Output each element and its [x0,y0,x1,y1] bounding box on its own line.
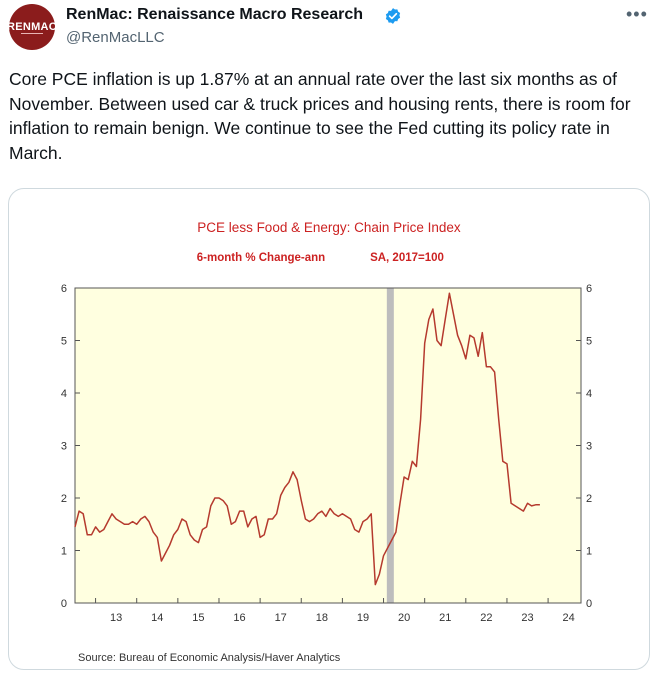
y-tick-label-right: 0 [586,598,592,610]
x-tick-label: 13 [110,612,122,624]
x-tick-label: 20 [398,612,410,624]
y-tick-label-left: 2 [61,493,67,505]
y-tick-label-right: 6 [586,283,592,295]
chart-subtitle-right: SA, 2017=100 [370,252,444,264]
y-tick-label-left: 0 [61,598,67,610]
x-tick-label: 23 [521,612,533,624]
y-tick-label-left: 1 [61,546,67,558]
x-tick-label: 22 [480,612,492,624]
author-name[interactable]: RenMac: Renaissance Macro Research [66,6,364,23]
x-tick-label: 17 [275,612,287,624]
y-tick-label-right: 5 [586,336,592,348]
y-tick-label-left: 4 [61,388,67,400]
y-tick-label-left: 6 [61,283,67,295]
y-tick-label-left: 5 [61,336,67,348]
avatar-logo-text: RENMAC [6,21,58,33]
x-tick-label: 24 [563,612,575,624]
y-tick-label-left: 3 [61,441,67,453]
y-axis-left: 0 1 2 3 4 5 6 [61,283,80,610]
tweet-text: Core PCE inflation is up 1.87% at an ann… [9,69,631,163]
chart-title: PCE less Food & Energy: Chain Price Inde… [197,220,461,235]
y-tick-label-right: 1 [586,546,592,558]
x-tick-label: 21 [439,612,451,624]
verified-badge-icon [385,8,401,24]
pce-chart: PCE less Food & Energy: Chain Price Inde… [61,220,592,664]
y-axis-right: 0 1 2 3 4 5 6 [576,283,592,610]
x-tick-label: 18 [316,612,328,624]
tweet-avatar[interactable]: RENMAC [6,4,58,50]
chart-image-card[interactable]: PCE less Food & Energy: Chain Price Inde… [8,188,650,670]
x-tick-label: 19 [357,612,369,624]
author-handle[interactable]: @RenMacLLC [66,29,165,46]
x-tick-label: 15 [192,612,204,624]
y-tick-label-right: 2 [586,493,592,505]
y-tick-label-right: 4 [586,388,592,400]
x-tick-label: 16 [233,612,245,624]
series-line [74,292,540,586]
ellipsis-icon[interactable]: ••• [626,4,648,24]
x-tick-label: 14 [151,612,163,624]
y-tick-label-right: 3 [586,441,592,453]
x-axis: 13 14 15 16 17 18 19 20 21 22 23 24 [95,598,575,624]
recession-band [386,288,394,603]
chart-source: Source: Bureau of Economic Analysis/Have… [78,652,341,664]
chart-subtitle-left: 6-month % Change-ann [197,252,325,264]
plot-area [74,287,582,604]
avatar-underline [21,33,43,34]
